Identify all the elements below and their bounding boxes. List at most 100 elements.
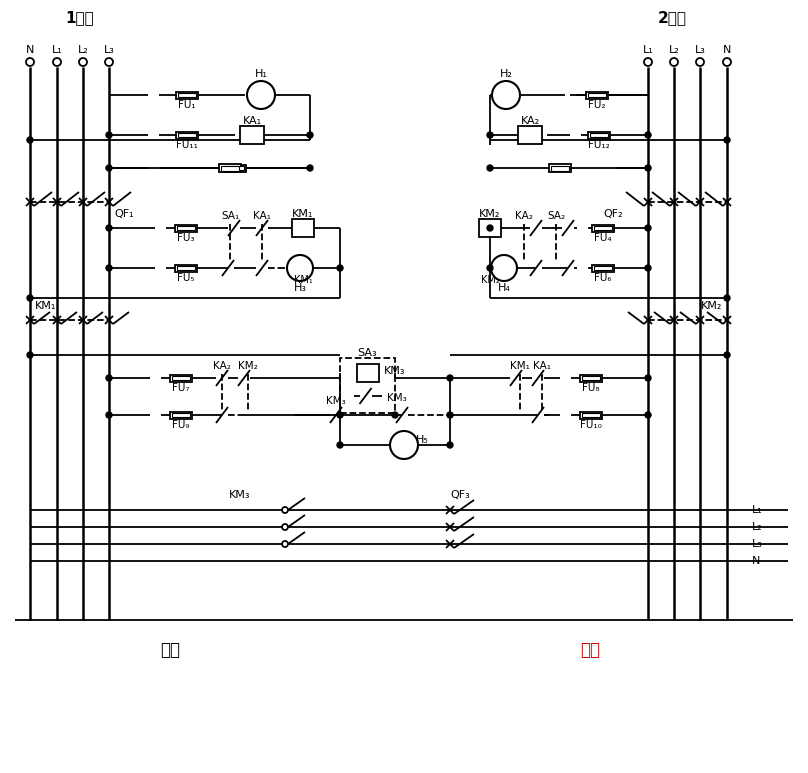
Text: KA₂: KA₂ bbox=[520, 116, 540, 126]
Text: KM₁: KM₁ bbox=[510, 361, 530, 371]
Bar bbox=[240, 126, 264, 144]
Circle shape bbox=[27, 295, 33, 301]
Bar bbox=[479, 219, 501, 237]
Text: L₃: L₃ bbox=[103, 45, 115, 55]
Text: KM₂: KM₂ bbox=[481, 275, 499, 285]
Bar bbox=[356, 364, 378, 382]
Text: KM₁: KM₁ bbox=[35, 301, 57, 311]
Bar bbox=[171, 413, 190, 417]
Circle shape bbox=[287, 255, 313, 281]
Circle shape bbox=[106, 265, 112, 271]
Circle shape bbox=[390, 431, 418, 459]
Bar bbox=[582, 413, 600, 417]
Bar bbox=[175, 264, 196, 271]
Text: H₁: H₁ bbox=[255, 69, 267, 79]
Bar bbox=[582, 376, 600, 380]
Text: KM₂: KM₂ bbox=[238, 361, 258, 371]
Text: L₂: L₂ bbox=[78, 45, 88, 55]
Circle shape bbox=[106, 165, 112, 171]
Circle shape bbox=[670, 58, 678, 66]
Bar bbox=[594, 226, 612, 230]
Bar bbox=[292, 219, 314, 237]
Circle shape bbox=[645, 132, 651, 138]
Bar bbox=[579, 374, 601, 382]
Circle shape bbox=[724, 352, 730, 358]
Circle shape bbox=[247, 81, 275, 109]
Text: L₂: L₂ bbox=[669, 45, 680, 55]
Bar bbox=[590, 133, 608, 137]
Bar bbox=[518, 126, 542, 144]
Circle shape bbox=[307, 132, 313, 138]
Bar bbox=[579, 411, 601, 418]
Bar bbox=[224, 165, 246, 172]
Circle shape bbox=[491, 255, 517, 281]
Circle shape bbox=[492, 81, 520, 109]
Text: QF₂: QF₂ bbox=[603, 209, 623, 219]
Circle shape bbox=[307, 165, 313, 171]
Bar bbox=[178, 133, 196, 137]
Text: FU₈: FU₈ bbox=[582, 383, 600, 393]
Text: L₁: L₁ bbox=[752, 505, 763, 515]
Bar bbox=[225, 166, 243, 170]
Text: H₂: H₂ bbox=[499, 69, 512, 79]
Text: KM₂: KM₂ bbox=[701, 301, 722, 311]
Bar bbox=[340, 358, 395, 413]
Bar bbox=[175, 224, 196, 231]
Text: FU₅: FU₅ bbox=[177, 273, 194, 283]
Text: FU₆: FU₆ bbox=[594, 273, 611, 283]
Bar bbox=[178, 93, 196, 97]
Circle shape bbox=[696, 58, 704, 66]
Bar bbox=[551, 165, 569, 171]
Text: KM₃: KM₃ bbox=[388, 393, 407, 403]
Circle shape bbox=[645, 165, 651, 171]
Text: L₃: L₃ bbox=[752, 539, 763, 549]
Text: 2电源: 2电源 bbox=[658, 11, 687, 26]
Text: FU₁₁: FU₁₁ bbox=[176, 140, 198, 150]
Bar bbox=[587, 93, 605, 97]
Text: KM₃: KM₃ bbox=[229, 490, 250, 500]
Text: FU₁₂: FU₁₂ bbox=[588, 140, 610, 150]
Circle shape bbox=[487, 165, 493, 171]
Text: KM₁: KM₁ bbox=[293, 275, 313, 285]
Text: 甲段: 甲段 bbox=[160, 641, 180, 659]
Text: L₃: L₃ bbox=[695, 45, 705, 55]
Circle shape bbox=[447, 412, 453, 418]
Circle shape bbox=[26, 58, 34, 66]
Circle shape bbox=[723, 58, 731, 66]
Text: QF₃: QF₃ bbox=[450, 490, 470, 500]
Text: 1电源: 1电源 bbox=[65, 11, 95, 26]
Bar bbox=[591, 264, 613, 271]
Circle shape bbox=[106, 225, 112, 231]
Circle shape bbox=[282, 507, 288, 513]
Bar bbox=[586, 91, 608, 98]
Text: L₁: L₁ bbox=[52, 45, 62, 55]
Circle shape bbox=[487, 225, 493, 231]
Circle shape bbox=[105, 58, 113, 66]
Text: SA₂: SA₂ bbox=[547, 211, 565, 221]
Circle shape bbox=[645, 225, 651, 231]
Bar bbox=[594, 266, 612, 270]
Text: QF₁: QF₁ bbox=[114, 209, 133, 219]
Text: KA₁: KA₁ bbox=[253, 211, 271, 221]
Text: SA₃: SA₃ bbox=[358, 348, 377, 358]
Text: L₂: L₂ bbox=[752, 522, 763, 532]
Bar bbox=[176, 91, 198, 98]
Text: KM₁: KM₁ bbox=[292, 209, 314, 219]
Circle shape bbox=[27, 352, 33, 358]
Bar bbox=[591, 224, 613, 231]
Text: N: N bbox=[752, 556, 760, 566]
Text: L₁: L₁ bbox=[642, 45, 654, 55]
Circle shape bbox=[282, 541, 288, 547]
Circle shape bbox=[447, 442, 453, 448]
Circle shape bbox=[487, 265, 493, 271]
Circle shape bbox=[27, 137, 33, 143]
Text: H₃: H₃ bbox=[293, 283, 306, 293]
Bar bbox=[171, 376, 190, 380]
Bar bbox=[219, 164, 241, 172]
Circle shape bbox=[644, 58, 652, 66]
Bar bbox=[176, 266, 195, 270]
Circle shape bbox=[337, 265, 343, 271]
Circle shape bbox=[106, 412, 112, 418]
Text: KA₁: KA₁ bbox=[242, 116, 262, 126]
Circle shape bbox=[337, 412, 343, 418]
